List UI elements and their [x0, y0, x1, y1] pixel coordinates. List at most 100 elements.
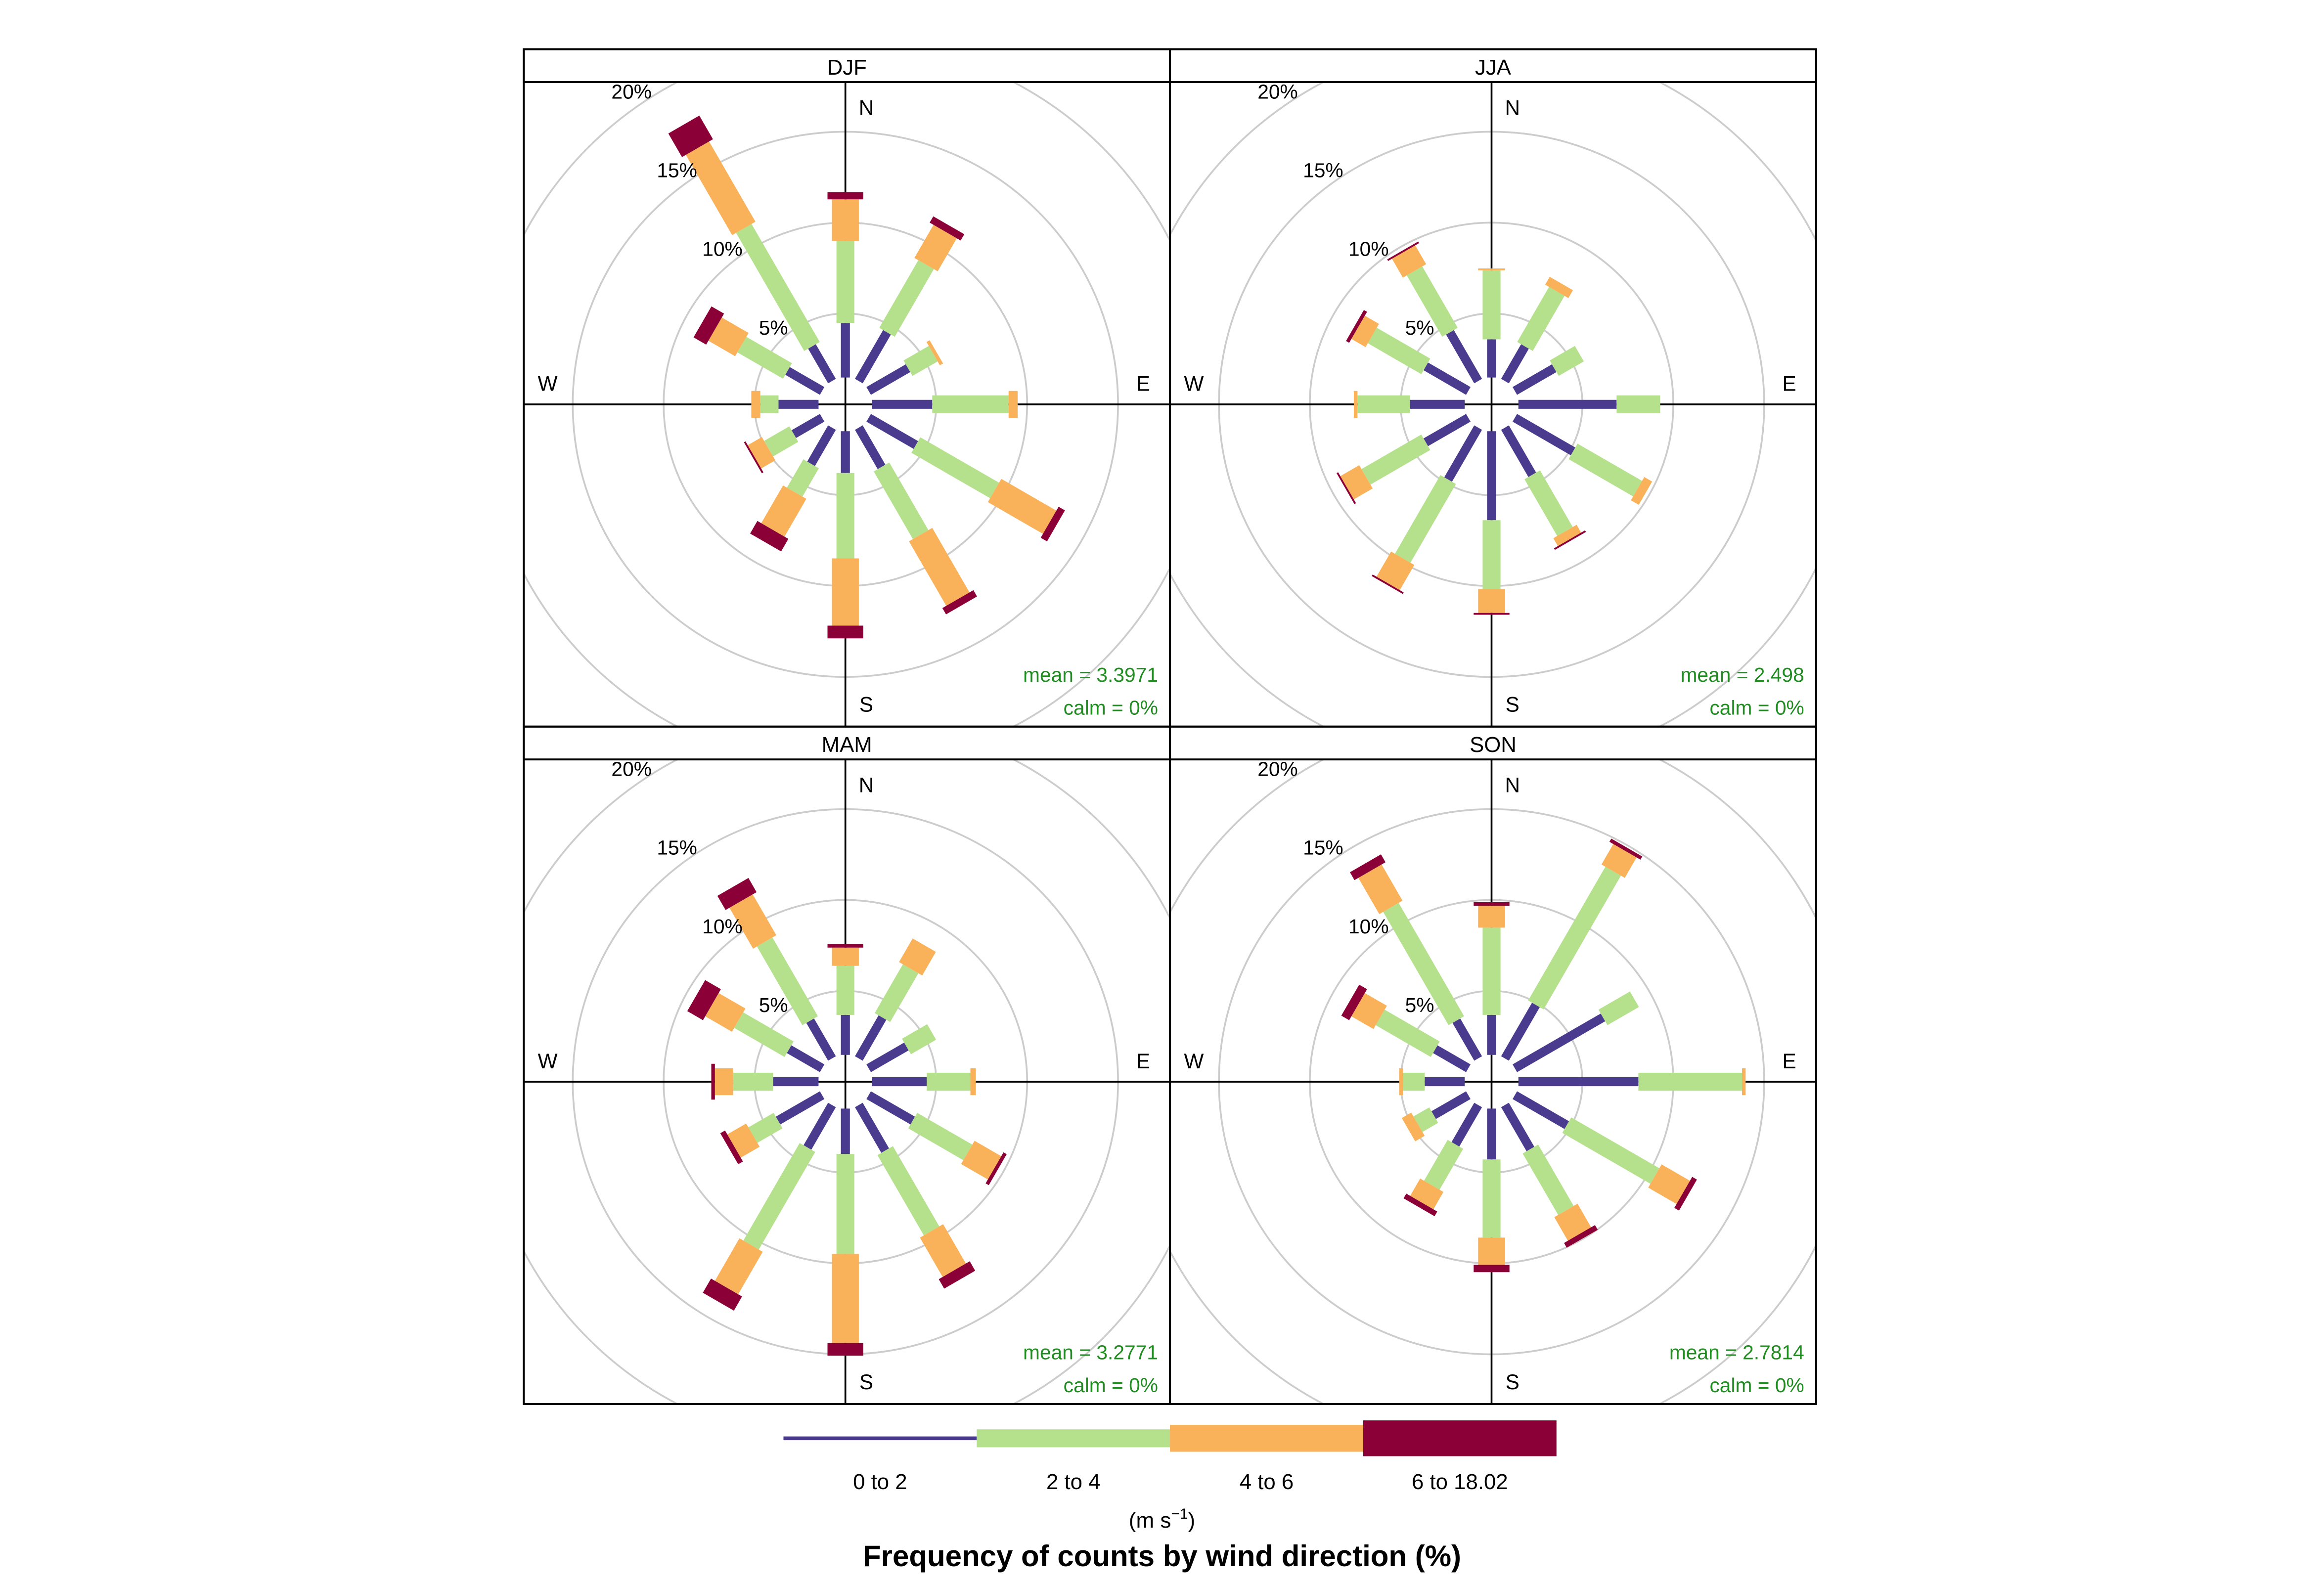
rose-segment-330-bin2: [736, 224, 820, 351]
rose-segment-30-bin1: [855, 330, 891, 384]
rose-segment-0-bin2: [836, 241, 854, 323]
rose-segment-90-bin3: [970, 1068, 976, 1096]
ring-label: 15%: [1303, 836, 1343, 859]
compass-w: W: [538, 1050, 558, 1073]
rose-segment-180-bin1: [1487, 431, 1496, 521]
rose-segment-210-bin2: [1395, 475, 1456, 563]
rose-segment-90-bin2: [927, 1072, 971, 1091]
ring-label: 5%: [759, 316, 788, 339]
rose-segment-240-bin3: [748, 437, 775, 469]
mean-label: mean = 3.2771: [1023, 1341, 1158, 1363]
rose-segment-90-bin1: [872, 1077, 927, 1087]
mean-label: mean = 3.3971: [1023, 663, 1158, 686]
rose-segment-240-bin2: [1361, 435, 1430, 485]
rose-segment-240-bin3: [1401, 1112, 1425, 1142]
rose-segment-300-bin1: [1424, 362, 1471, 395]
rose-segment-0-bin3: [1478, 268, 1505, 270]
compass-n: N: [1505, 96, 1520, 119]
rose-segment-210-bin4: [1372, 574, 1404, 594]
rose-segment-120-bin1: [866, 1091, 915, 1125]
ring-label: 20%: [611, 757, 652, 780]
rose-segment-180-bin2: [1482, 1159, 1501, 1238]
compass-s: S: [1506, 693, 1520, 716]
rose-segment-150-bin2: [1524, 470, 1573, 536]
rose-segment-300-bin1: [1433, 1045, 1471, 1072]
rose-segment-0-bin1: [1487, 1014, 1496, 1055]
plot-area: 5% 10% 15% 20% N S E W: [1170, 759, 1816, 1404]
plot-area: 5% 10% 15% 20% N S E W: [524, 82, 1170, 727]
rose-segment-30-bin3: [914, 224, 957, 271]
rose-segment-270-bin2: [1357, 395, 1410, 413]
ring-label: 15%: [657, 836, 697, 859]
rose-segment-150-bin4: [1554, 530, 1586, 550]
panel-title: DJF: [827, 55, 867, 80]
rose-segment-210-bin4: [703, 1278, 742, 1311]
rose-segment-0-bin3: [832, 947, 859, 966]
rose-segment-300-bin2: [734, 1012, 794, 1057]
panel-title: SON: [1470, 733, 1517, 757]
rose-segment-300-bin3: [708, 317, 749, 356]
rose-segment-90-bin3: [1008, 391, 1018, 418]
rose-segment-60-bin2: [1598, 991, 1639, 1025]
rose-segment-300-bin4: [1346, 310, 1367, 343]
rose-segment-150-bin4: [939, 1261, 976, 1289]
rose-segment-330-bin2: [1407, 266, 1458, 337]
plot-area: 5% 10% 15% 20% N S E W: [1170, 82, 1816, 727]
compass-w: W: [1184, 1050, 1204, 1073]
ring-label: 10%: [702, 238, 743, 261]
rose-segment-330-bin1: [1452, 1018, 1482, 1061]
rose-segment-120-bin4: [985, 1152, 1007, 1186]
rose-segment-30-bin1: [855, 1015, 887, 1061]
legend-label-1: 0 to 2: [853, 1470, 907, 1494]
rose-segment-30-bin1: [1501, 344, 1529, 384]
rose-segment-90-bin1: [1518, 399, 1617, 409]
rose-segment-300-bin1: [787, 1045, 825, 1072]
rose-segment-30-bin2: [1528, 867, 1621, 1010]
rose-segment-0-bin3: [1478, 906, 1505, 928]
rose-segment-210-bin3: [1376, 551, 1415, 590]
rose-segment-150-bin1: [1501, 1102, 1534, 1151]
rose-segment-0-bin3: [832, 199, 859, 241]
rose-segment-60-bin1: [1513, 1013, 1606, 1072]
units-label: (m s−1): [1129, 1506, 1195, 1533]
rose-segment-180-bin3: [832, 558, 859, 626]
panel-strip: [523, 725, 1171, 761]
rose-segment-150-bin4: [1564, 1225, 1598, 1248]
rose-segment-0-bin4: [827, 192, 863, 200]
ring-label: 10%: [1348, 238, 1389, 261]
calm-label: calm = 0%: [1709, 697, 1804, 719]
legend-label-4: 6 to 18.02: [1412, 1470, 1508, 1494]
rose-segment-60-bin2: [1550, 346, 1584, 376]
rose-segment-180-bin4: [827, 1343, 863, 1356]
legend-swatch-4: [1363, 1420, 1557, 1456]
rose-segment-270-bin4: [711, 1063, 715, 1100]
rose-segment-180-bin3: [1478, 1237, 1505, 1265]
rose-segment-180-bin2: [836, 473, 854, 559]
rose-segment-240-bin2: [748, 1113, 783, 1143]
rose-segment-330-bin2: [1383, 903, 1464, 1025]
rose-segment-30-bin2: [1517, 287, 1565, 351]
rose-segment-90-bin2: [1616, 395, 1660, 413]
rose-segment-210-bin1: [1444, 425, 1482, 482]
rose-segment-240-bin4: [1337, 472, 1356, 504]
compass-e: E: [1782, 1050, 1796, 1073]
rose-segment-90-bin2: [1638, 1072, 1742, 1091]
panel-title: MAM: [822, 733, 872, 757]
rose-segment-120-bin3: [1648, 1164, 1690, 1204]
rose-segment-330-bin1: [1446, 330, 1482, 384]
rose-segment-0-bin2: [1482, 270, 1501, 340]
panel-frame: [1169, 48, 1817, 728]
rose-segment-150-bin3: [909, 527, 970, 606]
rose-segment-210-bin3: [761, 485, 806, 537]
rose-segment-210-bin2: [743, 1143, 815, 1250]
rose-segment-0-bin2: [836, 966, 854, 1015]
rose-segment-120-bin4: [1040, 507, 1065, 542]
rose-segment-330-bin4: [1387, 241, 1419, 261]
rose-segment-180-bin3: [1478, 589, 1505, 613]
rose-segment-210-bin3: [715, 1238, 763, 1294]
rose-segment-210-bin4: [1403, 1193, 1437, 1217]
rose-segment-240-bin3: [1340, 465, 1373, 500]
compass-e: E: [1136, 372, 1150, 396]
